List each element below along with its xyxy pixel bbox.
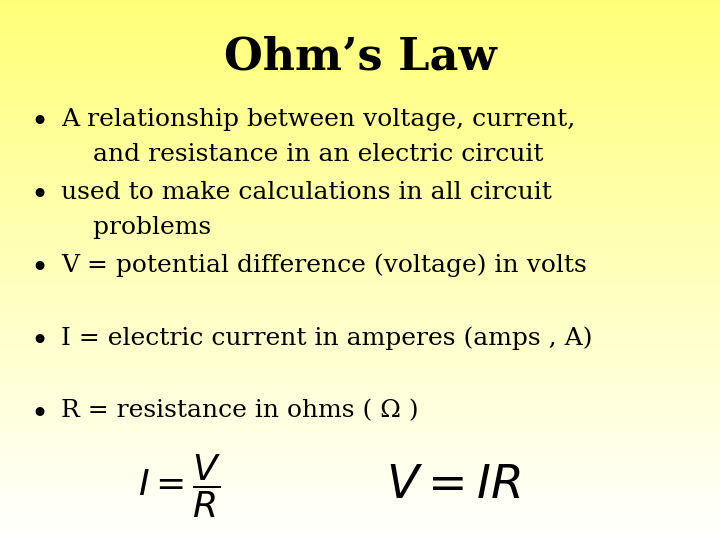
Text: •: • bbox=[30, 327, 49, 357]
Text: I = electric current in amperes (amps , A): I = electric current in amperes (amps , … bbox=[61, 327, 593, 350]
Text: R = resistance in ohms ( Ω ): R = resistance in ohms ( Ω ) bbox=[61, 400, 419, 423]
Text: A relationship between voltage, current,: A relationship between voltage, current, bbox=[61, 108, 575, 131]
Text: $I = \dfrac{V}{R}$: $I = \dfrac{V}{R}$ bbox=[138, 453, 222, 519]
Text: •: • bbox=[30, 181, 49, 212]
Text: •: • bbox=[30, 254, 49, 285]
Text: $V = IR$: $V = IR$ bbox=[387, 463, 521, 509]
Text: •: • bbox=[30, 400, 49, 430]
Text: V = potential difference (voltage) in volts: V = potential difference (voltage) in vo… bbox=[61, 254, 587, 278]
Text: problems: problems bbox=[61, 216, 212, 239]
Text: and resistance in an electric circuit: and resistance in an electric circuit bbox=[61, 143, 544, 166]
Text: Ohm’s Law: Ohm’s Law bbox=[224, 35, 496, 78]
Text: used to make calculations in all circuit: used to make calculations in all circuit bbox=[61, 181, 552, 204]
Text: •: • bbox=[30, 108, 49, 139]
